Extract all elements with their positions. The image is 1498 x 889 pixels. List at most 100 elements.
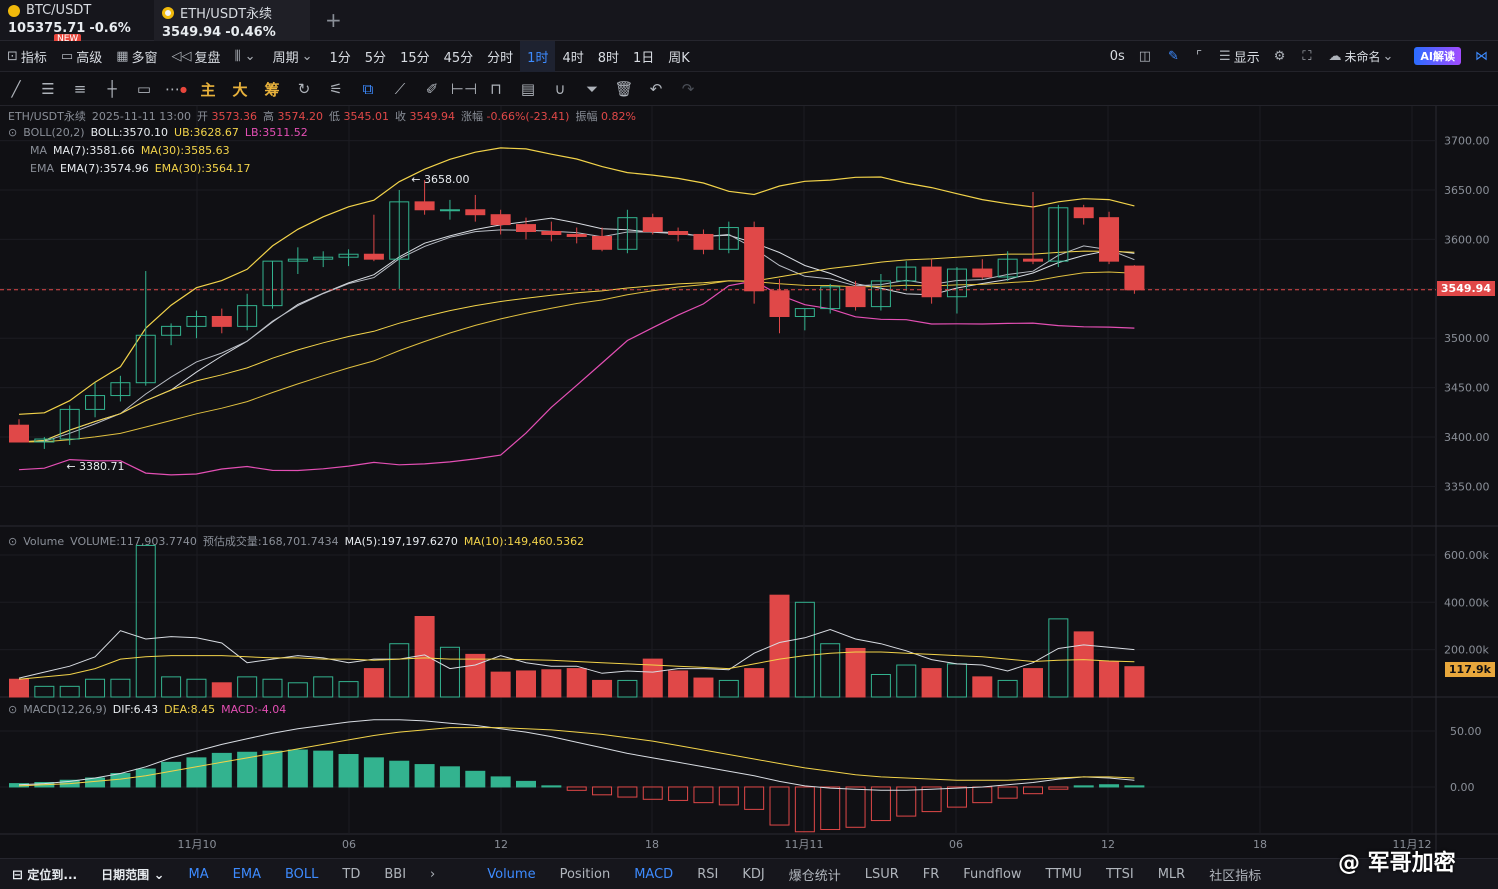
interval-4h[interactable]: 4时 <box>562 50 584 66</box>
refresh-icon[interactable]: ↻ <box>297 80 311 98</box>
community-indicators[interactable]: 社区指标 <box>1209 868 1262 884</box>
main-ind-ma[interactable]: MA <box>188 866 209 882</box>
magnet-icon[interactable]: ∪ <box>554 80 566 98</box>
tab-btc[interactable]: BTC/USDT 105375.71 -0.6% NEW <box>0 0 152 45</box>
trash-icon[interactable]: 🗑 <box>614 80 634 98</box>
tab-symbol: ETH/USDT永续 <box>180 7 273 22</box>
layout-name-button[interactable]: ☁ 未命名 ⌄ <box>1321 41 1403 72</box>
channel-icon[interactable]: ≡ <box>73 80 87 98</box>
sub-ind-fundflow[interactable]: Fundflow <box>963 866 1022 882</box>
fullscreen-icon[interactable]: ⛶ <box>1302 48 1312 64</box>
ema-legend[interactable]: EMA EMA(7):3574.96 EMA(30):3564.17 <box>30 162 250 175</box>
advanced-button[interactable]: ▭ 高级 <box>54 41 109 72</box>
macd-hist-bar <box>516 780 536 788</box>
sub-ind-rsi[interactable]: RSI <box>697 866 719 882</box>
parallel-lines-icon[interactable]: ☰ <box>41 80 55 98</box>
indicators-button[interactable]: ⊡ 指标 <box>0 41 54 72</box>
main-ind-td[interactable]: TD <box>342 866 361 882</box>
sub-ind-ttsi[interactable]: TTSI <box>1105 866 1134 882</box>
candle-body <box>845 286 866 308</box>
main-ind-boll[interactable]: BOLL <box>284 866 319 882</box>
large-order-toggle[interactable]: 大 <box>232 80 248 99</box>
camera-icon[interactable]: ◫ <box>1138 48 1152 64</box>
main-ind-ema[interactable]: EMA <box>232 866 261 882</box>
volume-legend[interactable]: ⊙ Volume VOLUME:117,903.7740 预估成交量:168,7… <box>8 533 584 549</box>
magic-icon[interactable]: ⚟ <box>329 80 343 98</box>
interval-45m[interactable]: 45分 <box>443 50 474 66</box>
interval-1m[interactable]: 1分 <box>329 50 351 66</box>
filter-icon[interactable]: ⏷ <box>585 80 598 98</box>
price-chart[interactable]: 3700.003650.003600.003550.003500.003450.… <box>0 106 1498 858</box>
volume-tick-label: 400.00k <box>1444 596 1489 609</box>
sub-ind-ttmu[interactable]: TTMU <box>1045 866 1082 882</box>
chart-type-button[interactable]: ⫼ ⌄ <box>228 41 266 72</box>
add-tab-icon[interactable]: + <box>325 8 342 32</box>
multi-window-button[interactable]: ▦ 多窗 <box>109 41 164 72</box>
sub-ind-kdj[interactable]: KDJ <box>742 866 765 882</box>
macd-hist-bar <box>870 786 891 822</box>
sub-ind-lsur[interactable]: LSUR <box>864 866 899 882</box>
sub-ind-fr[interactable]: FR <box>922 866 940 882</box>
interval-15m[interactable]: 15分 <box>400 50 430 66</box>
lock-icon[interactable]: ⊓ <box>490 80 502 98</box>
date-range-button[interactable]: 日期范围 ⌄ <box>101 867 165 883</box>
candle-body <box>921 266 942 298</box>
note-icon[interactable]: ▤ <box>520 80 536 98</box>
volume-bar <box>744 668 765 698</box>
volume-bar <box>338 681 359 698</box>
collapse-icon[interactable]: ⊙ <box>8 703 18 716</box>
crop-icon[interactable]: ⌜ <box>1195 48 1203 64</box>
brush-icon[interactable]: ✐ <box>425 80 439 98</box>
price-tick-label: 3400.00 <box>1444 431 1490 444</box>
interval-week[interactable]: 周K <box>668 50 690 66</box>
rectangle-icon[interactable]: ▭ <box>136 80 152 98</box>
main-chart-toggle[interactable]: 主 <box>200 80 216 99</box>
volume-tag: 117.9k <box>1444 662 1495 677</box>
trendline-icon[interactable]: ╱ <box>11 80 21 98</box>
interval-1d[interactable]: 1日 <box>633 50 655 66</box>
pencil-icon[interactable]: ✎ <box>1168 48 1179 64</box>
axes: 3700.003650.003600.003550.003500.003450.… <box>178 135 1490 851</box>
interval-5m[interactable]: 5分 <box>364 50 387 66</box>
chevron-down-icon: ⌄ <box>1382 48 1394 64</box>
ai-button[interactable]: AI解读 <box>1403 41 1468 72</box>
measure-icon[interactable]: ⊢⊣ <box>450 80 478 98</box>
chevron-right-icon[interactable]: › <box>430 866 436 882</box>
undo-icon[interactable]: ↶ <box>649 80 663 98</box>
volume-bar <box>946 663 967 698</box>
ma-legend[interactable]: MA MA(7):3581.66 MA(30):3585.63 <box>30 144 230 157</box>
sub-ind-liquidation[interactable]: 爆仓统计 <box>788 868 841 884</box>
sub-ind-position[interactable]: Position <box>559 866 611 882</box>
ruler-icon[interactable]: ⟋ <box>394 80 406 98</box>
macd-legend[interactable]: ⊙ MACD(12,26,9) DIF:6.43 DEA:8.45 MACD:-… <box>8 703 286 716</box>
ma30-line <box>18 250 1135 443</box>
redo-icon[interactable]: ↷ <box>681 80 695 98</box>
price-tick-label: 3450.00 <box>1444 382 1490 395</box>
sub-ind-volume[interactable]: Volume <box>487 866 536 882</box>
volume-bar <box>1124 666 1145 698</box>
candle-body <box>85 395 106 410</box>
settings-icon[interactable]: ⚙ <box>1273 48 1286 64</box>
interval-1h[interactable]: 1时 <box>520 40 556 72</box>
interval-timeline[interactable]: 分时 <box>487 50 514 66</box>
main-ind-bbi[interactable]: BBI <box>384 866 407 882</box>
tab-eth[interactable]: ETH/USDT永续 3549.94 -0.46% <box>154 0 310 41</box>
horizontal-line-icon[interactable]: ┼ <box>107 80 117 98</box>
close-value: 3549.94 <box>409 110 456 123</box>
collapse-icon[interactable]: ⊙ <box>8 534 18 548</box>
boll-lb: LB:3511.52 <box>244 126 308 139</box>
macd-hist-bar <box>363 757 384 788</box>
locate-button[interactable]: ⊟ 定位到... <box>0 866 89 883</box>
select-tool-icon[interactable]: ⧉ <box>362 80 374 98</box>
sub-ind-mlr[interactable]: MLR <box>1157 866 1186 882</box>
interval-8h[interactable]: 8时 <box>597 50 620 66</box>
collapse-icon[interactable]: ⊙ <box>8 126 18 139</box>
more-tools-icon[interactable]: ⋯ ● <box>165 80 187 98</box>
sub-ind-macd[interactable]: MACD <box>634 866 674 882</box>
replay-button[interactable]: ◁◁ 复盘 <box>165 41 228 72</box>
share-icon[interactable]: ⋈ <box>1475 48 1488 64</box>
display-button[interactable]: ☰ 显示 <box>1212 41 1267 72</box>
chips-toggle[interactable]: 筹 <box>264 80 280 99</box>
period-button[interactable]: 周期 ⌄ <box>266 41 323 72</box>
boll-legend[interactable]: ⊙ BOLL(20,2) BOLL:3570.10 UB:3628.67 LB:… <box>8 126 308 139</box>
